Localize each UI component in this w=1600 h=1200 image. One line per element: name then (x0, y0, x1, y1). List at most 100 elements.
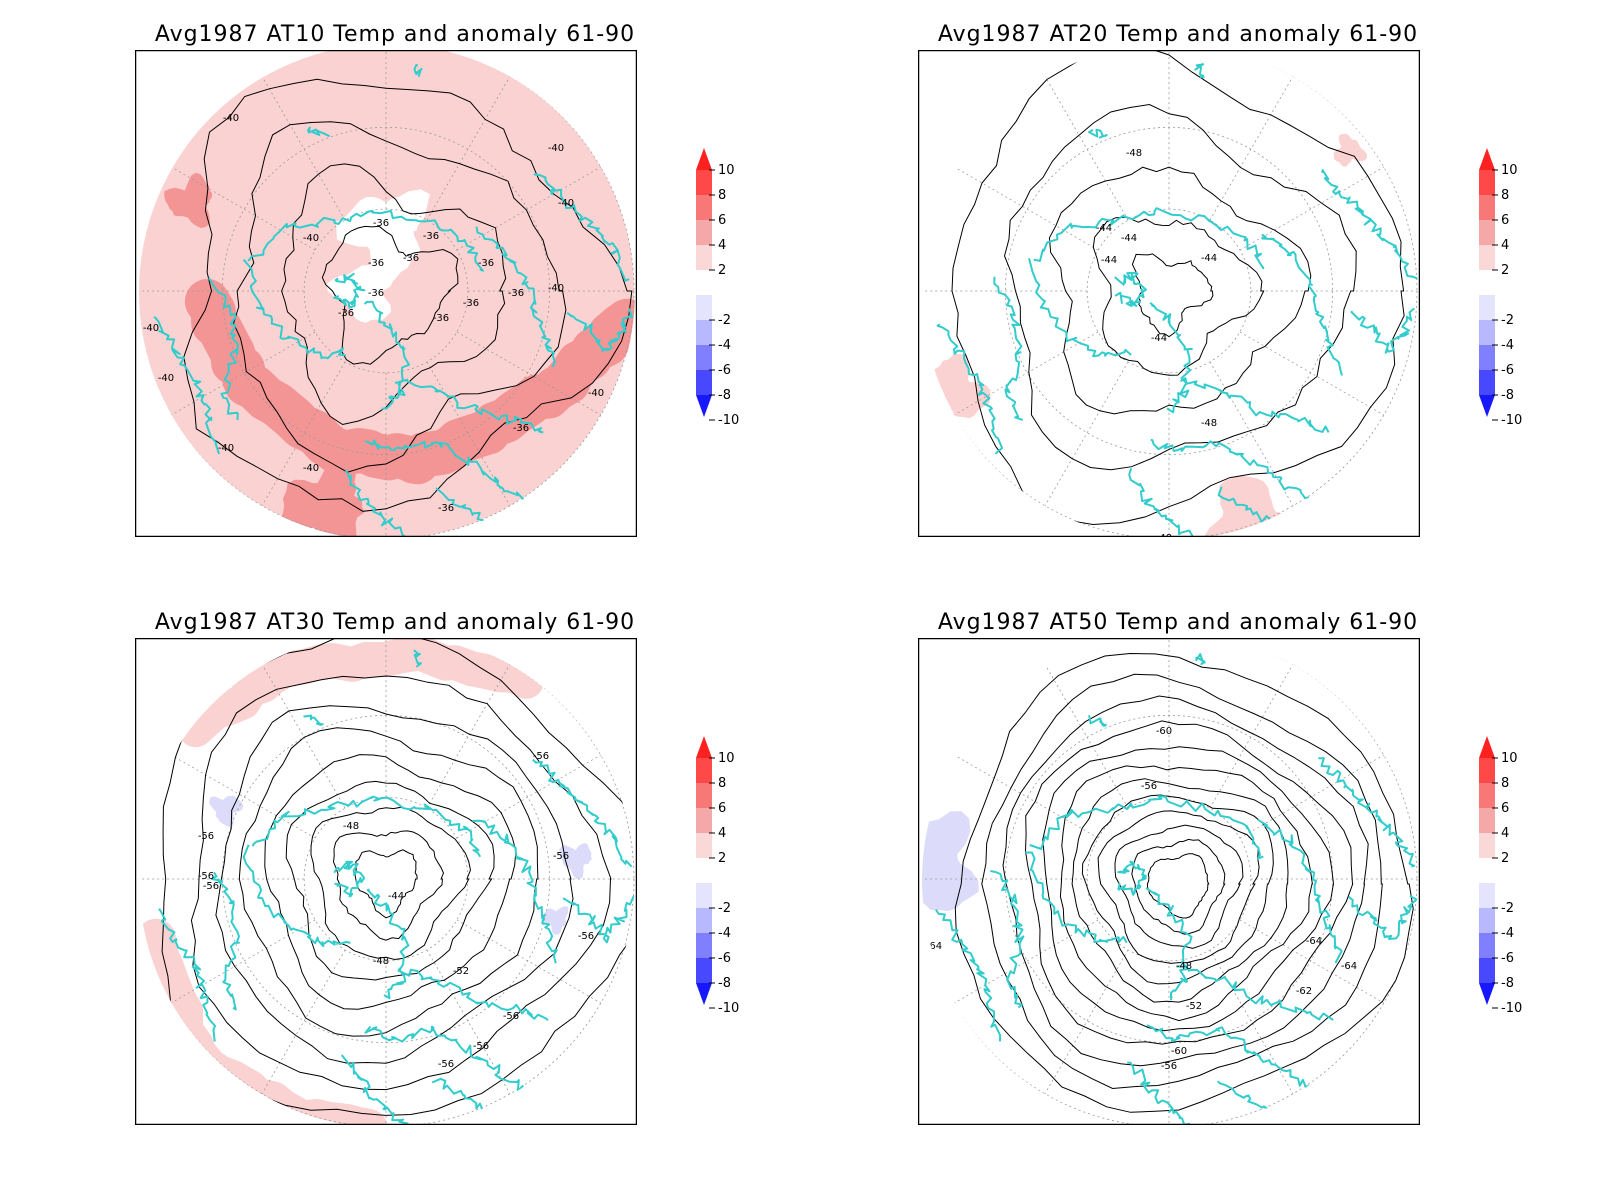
colorbar-swatch-8 (696, 933, 712, 958)
contour-label: -56 (203, 881, 219, 892)
coastline-9 (1257, 818, 1343, 964)
contour-line-3 (238, 727, 539, 1037)
colorbar-swatch-4 (696, 245, 712, 270)
colorbar-label: 2 (718, 851, 726, 866)
colorbar-label: 4 (1501, 238, 1509, 253)
colorbar-swatch-2 (1479, 783, 1495, 808)
contour-label: -40 (548, 143, 564, 154)
graticule (922, 50, 1418, 537)
contour-label: -56 (553, 851, 569, 862)
coastline-4 (366, 888, 410, 1000)
coastline-6 (1150, 438, 1310, 499)
colorbar-label: 6 (1501, 213, 1509, 228)
colorbar-label: -10 (718, 1001, 739, 1016)
contour-label: -52 (453, 966, 469, 977)
contour-label: -62 (1296, 986, 1312, 997)
coastline-13 (413, 63, 423, 77)
coastline-14 (1117, 860, 1147, 896)
contour-line-1 (1003, 103, 1357, 471)
contour-label: -60 (1171, 1046, 1187, 1057)
coastline-7 (340, 1054, 409, 1125)
contour-line-1 (981, 673, 1383, 1090)
contour-label: -64 (926, 941, 942, 952)
panel-title: Avg1987 AT20 Temp and anomaly 61-90 (937, 22, 1419, 47)
anomaly-shading-1 (139, 918, 388, 1125)
polar-map: -56-56-56-56-56-56-56-56-56-52-48-48-44 (135, 638, 637, 1125)
anomaly-shading-4 (164, 172, 213, 229)
contour-line-3 (1092, 216, 1265, 376)
coastline-9 (475, 226, 556, 368)
colorbar-swatch-3 (696, 220, 712, 245)
colorbar-swatch-9 (696, 370, 712, 395)
colorbar-label: 4 (718, 826, 726, 841)
contour-line-0 (183, 78, 633, 512)
coastlines (936, 62, 1418, 537)
coastline-11 (1350, 307, 1415, 354)
colorbar-swatch-7 (1479, 908, 1495, 933)
coastline-1 (1025, 851, 1128, 944)
contour-label: -40 (303, 233, 319, 244)
coastline-2 (210, 871, 240, 1011)
graticule (139, 50, 635, 537)
contour-line-5 (1059, 765, 1313, 1022)
coastline-12 (1088, 715, 1108, 727)
colorbar-label: 4 (1501, 826, 1509, 841)
contour-line-1 (233, 121, 567, 473)
colorbar-label: -6 (718, 951, 731, 966)
contour-line-0 (954, 652, 1414, 1113)
colorbar-swatch-5 (1479, 270, 1495, 295)
colorbar-swatch-1 (1479, 170, 1495, 195)
contour-line-2 (281, 163, 507, 426)
coastline-9 (472, 819, 558, 964)
contour-label: -40 (588, 388, 604, 399)
contour-line-0 (161, 638, 635, 1116)
panel-at50: Avg1987 AT50 Temp and anomaly 61-90 -64-… (918, 608, 1600, 1188)
panel-at30: Avg1987 AT30 Temp and anomaly 61-90 -56-… (135, 608, 895, 1188)
colorbar-label: 8 (718, 776, 726, 791)
contour-label: -40 (303, 463, 319, 474)
contour-line-11 (1146, 853, 1210, 919)
coastline-13 (413, 649, 423, 668)
colorbar-label: 8 (1501, 188, 1509, 203)
colorbar-swatch-2 (696, 195, 712, 220)
colorbar-label: 10 (718, 751, 735, 766)
contour-label: -48 (1156, 533, 1172, 537)
coastline-0 (1029, 795, 1264, 860)
coastlines (934, 653, 1418, 1125)
colorbar-swatch-5 (696, 270, 712, 295)
contour-line-8 (354, 849, 418, 919)
colorbar-label: 10 (1501, 163, 1518, 178)
colorbar-label: 2 (718, 263, 726, 278)
contour-label: -40 (218, 443, 234, 454)
coastline-8 (1216, 1080, 1278, 1115)
contour-label: -40 (223, 113, 239, 124)
coastline-7 (344, 469, 406, 537)
map-frame (918, 50, 1420, 537)
colorbar-label: 10 (1501, 751, 1518, 766)
colorbar-swatch-9 (1479, 370, 1495, 395)
colorbar-label: -4 (1501, 926, 1514, 941)
anomaly-shading-2 (209, 795, 244, 827)
contour-label: -40 (548, 283, 564, 294)
colorbar-swatch-4 (1479, 833, 1495, 858)
coastline-12 (306, 126, 331, 138)
meridian-8 (261, 664, 346, 809)
coastline-11 (562, 895, 635, 944)
colorbar-swatch-6 (696, 883, 712, 908)
colorbar-label: -10 (718, 413, 739, 428)
contours (183, 78, 633, 512)
contour-line-4 (264, 754, 517, 1010)
coastlines (158, 649, 635, 1125)
contour-line-7 (332, 830, 445, 941)
coastline-4 (1149, 302, 1193, 414)
coastline-7 (1128, 467, 1194, 537)
colorbar-swatch-7 (696, 320, 712, 345)
colorbar-label: 2 (1501, 851, 1509, 866)
coastline-12 (303, 714, 324, 726)
colorbar-label: 6 (1501, 801, 1509, 816)
colorbar-label: 8 (718, 188, 726, 203)
colorbar-top-arrow (696, 148, 712, 170)
colorbar-swatch-8 (1479, 933, 1495, 958)
meridian-4 (261, 949, 346, 1094)
contour-label: -36 (403, 253, 419, 264)
